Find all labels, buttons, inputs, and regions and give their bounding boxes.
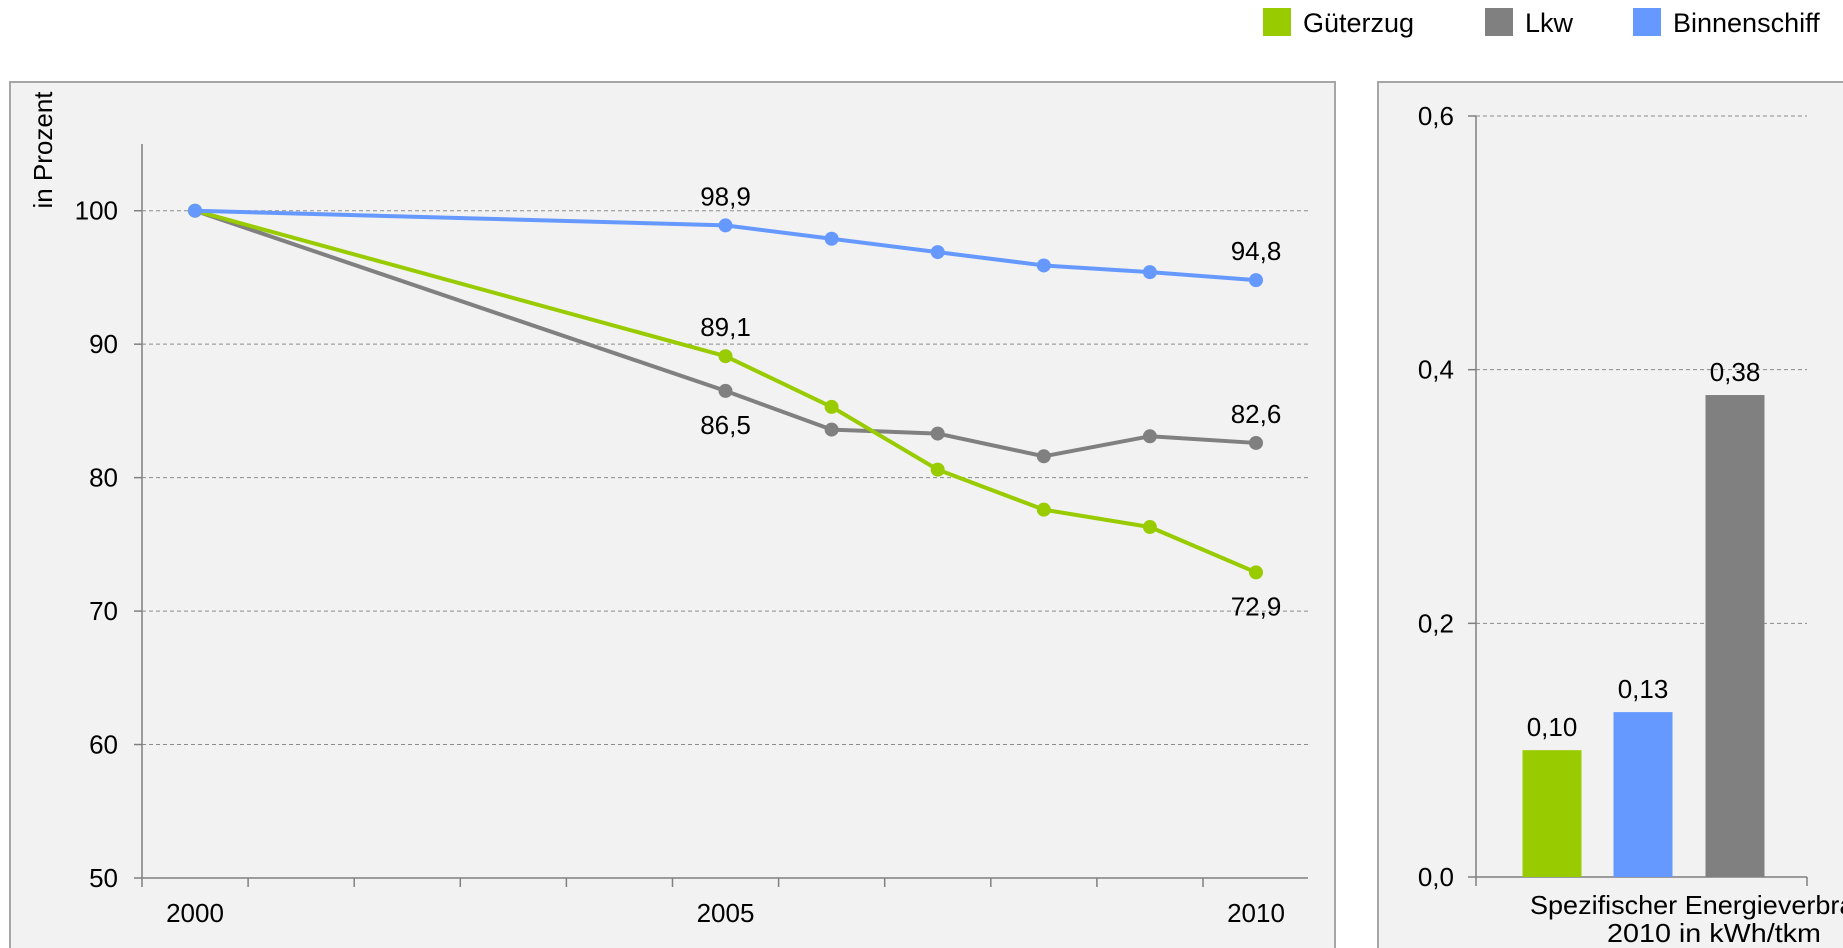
data-point-binnenschiff <box>1036 258 1051 273</box>
data-point-binnenschiff <box>930 245 945 260</box>
data-label-gueterzug: 89,1 <box>700 312 751 342</box>
bar-y-tick-label: 0,4 <box>1418 355 1454 385</box>
y-tick-label: 100 <box>75 196 118 226</box>
line-chart-grid <box>142 210 1308 746</box>
data-label-binnenschiff: 98,9 <box>700 181 751 211</box>
bar-label-gueterzug: 0,10 <box>1527 712 1578 742</box>
legend-label: Güterzug <box>1303 8 1414 38</box>
data-point-gueterzug <box>1142 520 1157 535</box>
bar-x-label-line2: 2010 in kWh/tkm <box>1607 918 1821 948</box>
data-label-lkw: 86,5 <box>700 410 751 440</box>
bar-x-label-line1: Spezifischer Energieverbrauch <box>1530 890 1843 920</box>
data-point-lkw <box>718 383 733 398</box>
line-chart-axes: 50 60 70 80 90 100 2000 2005 2010 <box>75 144 1308 928</box>
y-axis-label: in Prozent <box>28 91 58 209</box>
data-point-lkw <box>1036 449 1051 464</box>
bar-lkw <box>1705 395 1765 877</box>
legend: Güterzug Lkw Binnenschiff <box>1263 8 1820 38</box>
data-point-binnenschiff <box>188 203 202 218</box>
data-point-lkw <box>1142 429 1157 444</box>
data-label-lkw: 82,6 <box>1231 399 1282 429</box>
y-tick-label: 90 <box>89 329 118 359</box>
line-chart-series <box>188 203 1263 580</box>
line-chart-panel <box>9 81 1336 948</box>
data-point-gueterzug <box>930 462 945 477</box>
bar-y-tick-label: 0,2 <box>1418 608 1454 638</box>
y-tick-label: 80 <box>89 463 118 493</box>
bar-chart-bars: 0,10 0,13 0,38 <box>1522 357 1765 877</box>
data-point-lkw <box>824 422 839 437</box>
data-point-lkw <box>1249 435 1263 450</box>
data-point-gueterzug <box>1036 502 1051 517</box>
bar-label-binnenschiff: 0,13 <box>1618 674 1669 704</box>
data-label-gueterzug: 72,9 <box>1231 591 1282 621</box>
data-label-binnenschiff: 94,8 <box>1231 236 1282 266</box>
x-tick-label: 2005 <box>697 898 755 928</box>
line-chart: 50 60 70 80 90 100 2000 2005 2010 86,5 82,6 89,1 72… <box>9 81 1336 948</box>
data-point-binnenschiff <box>1249 273 1263 288</box>
data-point-binnenschiff <box>824 231 839 246</box>
bar-chart-panel <box>1377 81 1843 948</box>
bar-y-tick-label: 0,6 <box>1418 101 1454 131</box>
legend-label: Lkw <box>1525 8 1574 38</box>
bar-chart-axes: 0,0 0,2 0,4 0,6 <box>1418 101 1808 892</box>
data-point-gueterzug <box>718 349 733 364</box>
bar-y-tick-label: 0,0 <box>1418 862 1454 892</box>
legend-swatch <box>1633 8 1661 36</box>
legend-swatch <box>1263 8 1291 36</box>
legend-swatch <box>1485 8 1513 36</box>
data-point-lkw <box>930 426 945 441</box>
data-point-binnenschiff <box>1142 265 1157 280</box>
bar-binnenschiff <box>1613 712 1673 877</box>
x-tick-label: 2010 <box>1227 898 1285 928</box>
data-point-gueterzug <box>1249 565 1263 580</box>
legend-label: Binnenschiff <box>1673 8 1820 38</box>
y-tick-label: 50 <box>89 863 118 893</box>
data-point-gueterzug <box>824 399 839 414</box>
bar-label-lkw: 0,38 <box>1710 357 1761 387</box>
bar-gueterzug <box>1522 750 1582 877</box>
line-chart-data-labels: 86,5 82,6 89,1 72,9 98,9 94,8 <box>700 181 1281 621</box>
y-tick-label: 60 <box>89 730 118 760</box>
y-tick-label: 70 <box>89 596 118 626</box>
bar-chart: 0,0 0,2 0,4 0,6 0,10 0,13 0,38 Spezifischer E… <box>1377 81 1843 948</box>
data-point-binnenschiff <box>718 218 733 233</box>
x-tick-label: 2000 <box>166 898 224 928</box>
